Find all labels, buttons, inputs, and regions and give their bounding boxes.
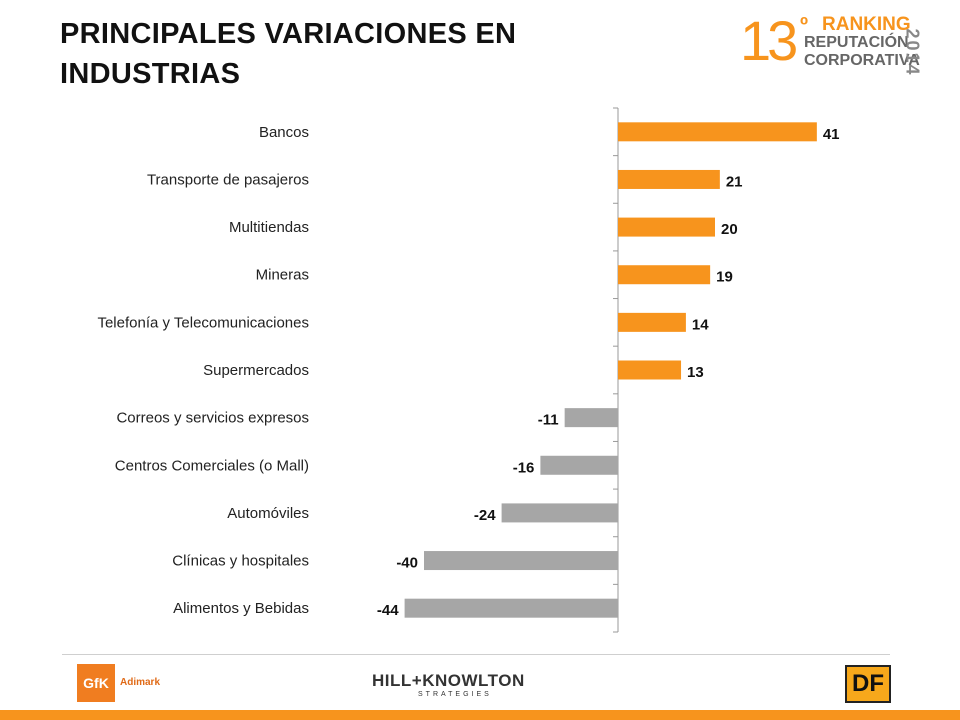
category-label: Correos y servicios expresos [116,410,309,427]
bar [618,169,720,189]
ranking-number: 13 [740,9,798,72]
data-label: 13 [687,364,704,381]
data-label: -40 [396,555,418,572]
data-label: -11 [538,412,559,429]
gfk-sub-logo: Adimark [120,677,161,688]
category-label: Telefonía y Telecomunicaciones [97,314,309,331]
bar [540,455,618,475]
page-title: PRINCIPALES VARIACIONES EN INDUSTRIAS [60,18,517,90]
df-logo: DF [845,665,891,703]
bar-chart: Bancos 41 Transporte de pasajeros 21 Multiti… [97,107,840,633]
ranking-line3: CORPORATIVA [804,52,920,69]
category-label: Alimentos y Bebidas [173,600,309,617]
hill-knowlton-sub: STRATEGIES [418,691,492,698]
category-label: Clínicas y hospitales [172,553,309,570]
data-label: -44 [377,602,399,619]
category-label: Centros Comerciales (o Mall) [115,457,309,474]
data-label: -24 [474,507,496,524]
bar [618,122,817,142]
bar [618,217,715,237]
bottom-accent-bar [0,710,960,720]
ranking-logo: 13 º RANKING REPUTACIÓN CORPORATIVA 2014 [740,9,923,77]
category-label: Transporte de pasajeros [147,171,309,188]
data-label: 21 [726,173,743,190]
data-label: 20 [721,221,738,238]
ranking-line1: RANKING [822,14,911,35]
category-label: Bancos [259,124,309,141]
category-label: Multitiendas [229,219,309,236]
bar [564,408,618,428]
data-label: -16 [513,459,535,476]
category-label: Mineras [256,267,309,284]
ranking-ordinal: º [800,12,809,37]
bar [618,312,686,332]
bar [618,360,682,380]
footer-divider [62,654,890,655]
bar [404,598,618,618]
data-label: 14 [692,316,709,333]
category-label: Supermercados [203,362,309,379]
category-label: Automóviles [227,505,309,522]
hill-knowlton-logo: HILL+KNOWLTON [372,671,525,690]
data-label: 41 [823,126,840,143]
bar [424,551,618,571]
gfk-logo: GfK [77,664,115,702]
ranking-line2: REPUTACIÓN [804,34,909,51]
bar [501,503,618,523]
data-label: 19 [716,269,733,286]
bar [618,265,711,285]
